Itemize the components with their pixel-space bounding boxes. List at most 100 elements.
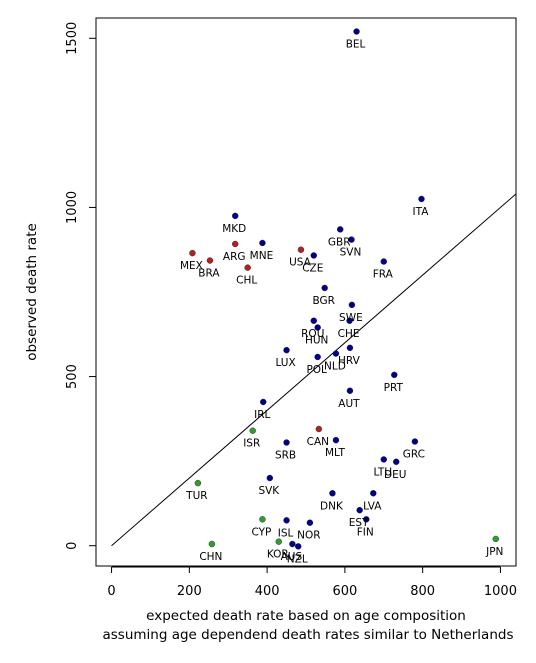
x-tick-label: 600: [332, 584, 357, 599]
point-label-usa: USA: [289, 257, 312, 269]
data-point-isr: [249, 427, 256, 434]
point-label-lva: LVA: [363, 500, 382, 512]
point-label-lux: LUX: [275, 357, 295, 369]
x-tick-label: 400: [255, 584, 280, 599]
data-point-jpn: [492, 535, 499, 543]
point-label-bra: BRA: [198, 268, 220, 280]
x-tick-label: 1000: [484, 584, 517, 599]
y-tick-label: 1000: [65, 191, 80, 224]
point-label-gbr: GBR: [328, 236, 351, 248]
data-point-srb: [283, 439, 290, 446]
point-label-bgr: BGR: [312, 295, 334, 307]
point-label-nor: NOR: [297, 530, 320, 542]
data-point-mlt: [332, 436, 340, 444]
data-point-lva: [370, 490, 377, 497]
data-point-arg: [232, 240, 239, 248]
point-label-fin: FIN: [357, 526, 374, 538]
data-point-bgr: [321, 284, 328, 292]
point-label-irl: IRL: [254, 409, 270, 421]
point-label-arg: ARG: [223, 251, 246, 263]
data-point-chn: [208, 540, 216, 548]
point-label-srb: SRB: [275, 450, 296, 462]
data-point-svn: [348, 236, 355, 243]
point-label-deu: DEU: [384, 469, 406, 481]
data-point-aus: [289, 540, 296, 548]
x-tick-label: 800: [410, 584, 435, 599]
point-label-svn: SVN: [340, 247, 362, 259]
x-tick-label: 200: [177, 584, 202, 599]
point-label-hun: HUN: [305, 335, 328, 347]
data-point-aut: [346, 387, 354, 394]
point-label-mex: MEX: [180, 260, 203, 272]
point-label-swe: SWE: [339, 312, 363, 324]
data-point-usa: [297, 246, 305, 253]
data-point-can: [315, 425, 323, 433]
y-axis-title: observed death rate: [24, 223, 40, 361]
data-point-dnk: [329, 490, 336, 497]
point-label-bel: BEL: [346, 39, 366, 51]
point-label-mlt: MLT: [325, 447, 345, 459]
point-label-cze: CZE: [302, 262, 323, 274]
point-label-pol: POL: [306, 364, 327, 376]
data-point-fra: [380, 258, 387, 265]
point-label-isl: ISL: [278, 527, 294, 539]
data-point-nld: [332, 350, 340, 357]
point-label-hrv: HRV: [338, 355, 361, 367]
data-point-est: [356, 506, 363, 514]
point-label-aut: AUT: [338, 398, 360, 410]
data-point-deu: [393, 458, 400, 466]
data-points: [189, 28, 499, 550]
point-label-isr: ISR: [243, 438, 260, 450]
y-tick-label: 0: [65, 542, 80, 550]
data-point-grc: [411, 438, 419, 445]
data-point-cyp: [259, 516, 266, 523]
point-label-cyp: CYP: [251, 526, 271, 538]
point-label-che: CHE: [338, 328, 360, 340]
data-point-ita: [418, 195, 425, 203]
y-axis: 0 500 1000 1500: [65, 22, 97, 550]
point-label-kor: KOR: [267, 549, 289, 561]
data-point-irl: [260, 398, 267, 406]
point-label-fra: FRA: [373, 269, 394, 281]
y-tick-label: 500: [65, 364, 80, 389]
reference-line: [111, 193, 517, 547]
point-label-can: CAN: [307, 436, 329, 448]
data-point-hun: [314, 324, 321, 331]
point-label-rou: ROU: [301, 328, 324, 340]
point-label-grc: GRC: [403, 449, 425, 461]
data-point-gbr: [337, 226, 344, 233]
data-point-swe: [348, 301, 356, 309]
point-label-mne: MNE: [250, 250, 274, 262]
data-point-kor: [275, 538, 282, 545]
point-label-mkd: MKD: [222, 223, 246, 235]
point-label-chn: CHN: [199, 551, 222, 563]
data-point-bra: [206, 257, 214, 264]
data-point-prt: [391, 371, 398, 379]
data-point-bel: [353, 28, 360, 35]
data-point-chl: [244, 264, 251, 271]
data-point-mkd: [232, 212, 239, 220]
point-label-tur: TUR: [185, 490, 207, 502]
data-point-mne: [259, 239, 266, 247]
data-point-cze: [310, 252, 317, 259]
data-point-isl: [283, 517, 290, 524]
data-point-rou: [310, 317, 317, 324]
data-point-che: [346, 317, 353, 324]
x-tick-label: 0: [107, 584, 115, 599]
point-label-est: EST: [349, 517, 369, 529]
data-point-svk: [266, 474, 274, 482]
data-point-mex: [189, 249, 196, 257]
plot-frame: [95, 17, 517, 567]
data-point-tur: [194, 479, 202, 487]
data-point-pol: [314, 353, 321, 361]
y-tick-label: 1500: [65, 22, 80, 55]
point-label-svk: SVK: [258, 485, 280, 497]
data-point-ltu: [380, 456, 387, 463]
x-axis-title-line-2: assuming age dependend death rates simil…: [103, 627, 514, 643]
point-label-jpn: JPN: [485, 546, 503, 558]
point-label-prt: PRT: [384, 382, 404, 394]
point-label-ita: ITA: [413, 206, 430, 218]
point-label-chl: CHL: [236, 275, 257, 287]
